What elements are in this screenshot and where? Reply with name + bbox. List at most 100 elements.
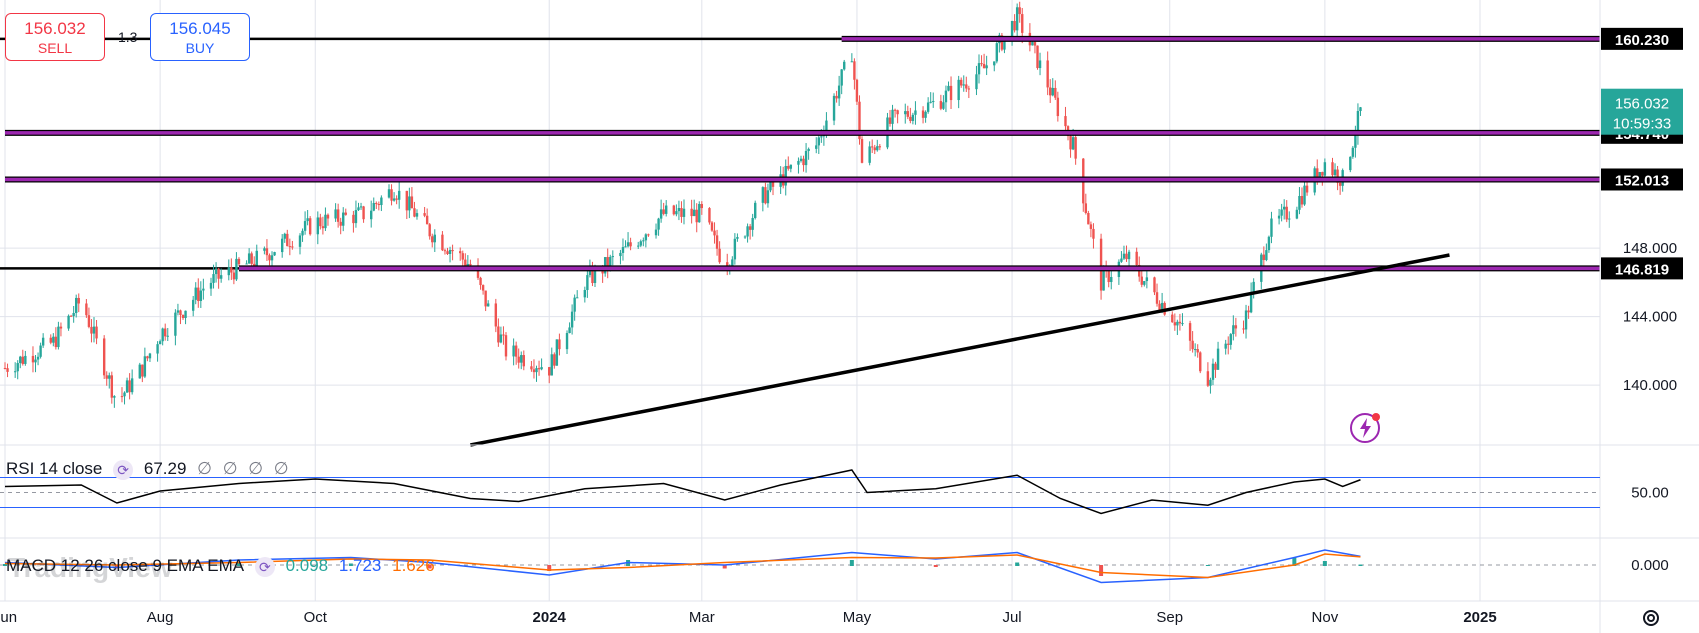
macd-histogram-bar <box>1099 565 1104 576</box>
buy-price: 156.045 <box>169 19 231 38</box>
candle-body <box>158 341 162 345</box>
candle-body <box>1102 269 1105 291</box>
candle-body <box>324 214 327 229</box>
buy-label: BUY <box>185 40 215 56</box>
candle-body <box>1127 251 1131 260</box>
candle-body <box>713 230 716 236</box>
candle-body <box>639 241 642 246</box>
candle-body <box>891 109 894 124</box>
macd-histogram-bar <box>849 560 854 566</box>
macd-legend[interactable]: MACD 12 26 close 9 EMA EMA ⟳ 0.098 1.723… <box>6 556 441 577</box>
candle-body <box>303 221 307 231</box>
candle-body <box>1232 325 1235 335</box>
candle-body <box>629 242 632 247</box>
candle-body <box>695 209 698 223</box>
lightning-icon[interactable] <box>1349 410 1383 444</box>
rsi-settings-icon[interactable]: ⟳ <box>113 459 134 480</box>
candle-body <box>415 213 419 217</box>
candle-body <box>410 196 414 209</box>
candle-body <box>306 218 309 222</box>
candle-body <box>1158 303 1161 311</box>
candle-body <box>1216 348 1220 370</box>
candle-body <box>1099 238 1103 291</box>
candle-body <box>764 187 767 204</box>
candle-body <box>1196 349 1199 353</box>
candle-body <box>944 90 948 103</box>
candle-body <box>21 356 25 364</box>
candle-body <box>105 375 108 379</box>
candle-body <box>710 222 714 231</box>
candle-body <box>459 251 462 254</box>
candle-body <box>995 43 999 62</box>
candle-body <box>283 233 286 239</box>
candle-body <box>108 375 111 379</box>
macd-settings-icon[interactable]: ⟳ <box>254 556 275 577</box>
candle-body <box>484 290 487 307</box>
candle-body <box>16 363 19 372</box>
candle-body <box>250 253 253 264</box>
candle-body <box>789 164 793 169</box>
candle-body <box>90 326 93 334</box>
candle-body <box>733 238 737 260</box>
candle-body <box>1054 87 1057 98</box>
sell-button[interactable]: 156.032 SELL <box>5 13 105 61</box>
candle-body <box>52 336 55 343</box>
candle-body <box>858 101 861 140</box>
candle-body <box>181 315 185 318</box>
candle-body <box>662 209 665 214</box>
candle-body <box>1069 136 1072 150</box>
candle-body <box>120 396 124 398</box>
candle-body <box>960 79 963 86</box>
macd-line-value: 1.723 <box>338 556 382 575</box>
candle-body <box>1265 250 1268 261</box>
horizontal-levels: 160.230154.740152.013146.819156.03210:59… <box>5 27 1683 280</box>
candle-body <box>336 209 340 222</box>
candle-body <box>342 212 345 226</box>
candle-body <box>1021 14 1024 33</box>
candle-body <box>797 160 800 165</box>
candle-body <box>985 65 988 69</box>
candle-body <box>672 205 676 215</box>
candle-body <box>357 207 360 211</box>
candle-body <box>1143 281 1146 285</box>
candle-body <box>825 120 828 134</box>
candle-body <box>743 236 747 238</box>
candle-body <box>1084 203 1088 213</box>
candle-body <box>1056 97 1060 117</box>
candle-body <box>49 337 52 343</box>
candle-body <box>479 277 482 286</box>
candle-body <box>522 355 525 367</box>
macd-histogram-bar <box>1205 565 1210 566</box>
candle-body <box>787 165 790 169</box>
candle-body <box>255 250 258 266</box>
candle-body <box>929 101 932 103</box>
candle-body <box>1038 60 1042 69</box>
candle-body <box>265 248 269 256</box>
candle-body <box>423 213 426 216</box>
candle-body <box>624 246 627 248</box>
candle-body <box>766 190 770 204</box>
candle-body <box>1010 20 1014 37</box>
candle-body <box>555 339 559 366</box>
candle-body <box>1282 206 1286 210</box>
candle-body <box>815 145 818 149</box>
candle-body <box>138 364 141 379</box>
candle-body <box>425 215 429 225</box>
candle-body <box>194 287 197 300</box>
candle-body <box>692 209 696 217</box>
candle-body <box>390 189 393 201</box>
candle-body <box>682 208 686 217</box>
rsi-pane: 50.00 <box>0 469 1669 515</box>
candle-body <box>370 210 373 220</box>
candle-body <box>359 206 363 208</box>
candle-body <box>148 353 152 359</box>
buy-button[interactable]: 156.045 BUY <box>150 13 250 61</box>
gear-icon[interactable] <box>1640 607 1662 629</box>
candle-body <box>380 197 383 206</box>
candle-body <box>1178 321 1182 324</box>
candle-body <box>993 61 996 66</box>
candle-body <box>1209 379 1212 386</box>
macd-hist-value: 0.098 <box>285 556 329 575</box>
rsi-legend[interactable]: RSI 14 close ⟳ 67.29 ∅ ∅ ∅ ∅ <box>6 459 295 480</box>
